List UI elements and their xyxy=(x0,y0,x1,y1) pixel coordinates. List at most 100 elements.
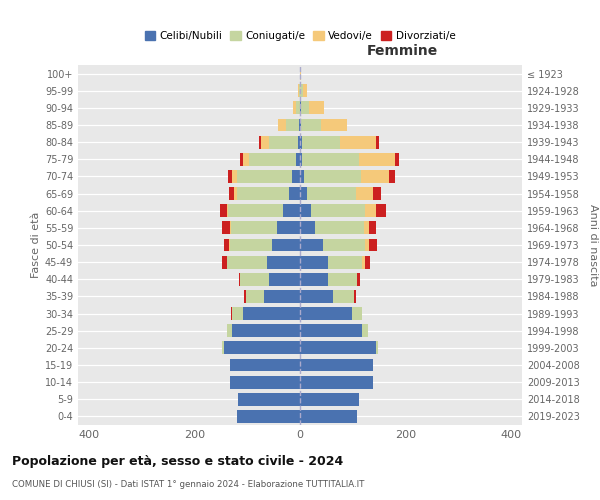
Bar xyxy=(227,324,232,337)
Bar xyxy=(259,136,261,148)
Bar xyxy=(298,136,300,148)
Bar xyxy=(240,273,269,285)
Bar xyxy=(300,307,352,320)
Bar xyxy=(278,118,286,132)
Bar xyxy=(236,187,289,200)
Bar xyxy=(300,358,373,372)
Bar xyxy=(301,118,321,132)
Bar xyxy=(300,153,302,166)
Bar xyxy=(389,170,395,183)
Bar xyxy=(300,84,302,97)
Y-axis label: Fasce di età: Fasce di età xyxy=(31,212,41,278)
Bar xyxy=(395,153,400,166)
Bar xyxy=(301,102,309,114)
Text: COMUNE DI CHIUSI (SI) - Dati ISTAT 1° gennaio 2024 - Elaborazione TUTTITALIA.IT: COMUNE DI CHIUSI (SI) - Dati ISTAT 1° ge… xyxy=(12,480,364,489)
Bar xyxy=(230,222,231,234)
Bar xyxy=(300,324,362,337)
Bar xyxy=(300,290,334,303)
Bar xyxy=(300,170,304,183)
Bar xyxy=(302,136,340,148)
Bar xyxy=(224,238,229,252)
Bar xyxy=(300,410,357,423)
Bar xyxy=(272,238,300,252)
Bar xyxy=(361,170,389,183)
Y-axis label: Anni di nascita: Anni di nascita xyxy=(588,204,598,286)
Bar xyxy=(362,256,365,268)
Bar xyxy=(356,187,373,200)
Bar xyxy=(237,170,292,183)
Bar xyxy=(243,153,249,166)
Bar xyxy=(230,358,300,372)
Bar xyxy=(249,153,296,166)
Bar xyxy=(286,118,299,132)
Bar xyxy=(243,307,300,320)
Bar xyxy=(364,222,369,234)
Bar xyxy=(300,273,328,285)
Bar xyxy=(300,222,315,234)
Bar xyxy=(376,204,386,217)
Bar xyxy=(373,187,382,200)
Text: Femmine: Femmine xyxy=(367,44,438,58)
Bar xyxy=(222,342,224,354)
Bar xyxy=(334,290,355,303)
Bar xyxy=(264,290,300,303)
Bar xyxy=(328,256,362,268)
Bar xyxy=(323,238,365,252)
Bar xyxy=(362,324,368,337)
Bar xyxy=(376,136,379,148)
Text: Popolazione per età, sesso e stato civile - 2024: Popolazione per età, sesso e stato civil… xyxy=(12,455,343,468)
Bar xyxy=(234,187,236,200)
Bar xyxy=(230,376,300,388)
Bar xyxy=(296,102,300,114)
Bar xyxy=(300,118,301,132)
Bar xyxy=(300,342,376,354)
Bar xyxy=(232,307,243,320)
Bar xyxy=(232,170,237,183)
Bar xyxy=(230,238,272,252)
Bar xyxy=(307,187,356,200)
Bar xyxy=(302,153,359,166)
Bar xyxy=(229,238,230,252)
Bar xyxy=(357,273,360,285)
Bar xyxy=(302,84,307,97)
Bar xyxy=(266,256,300,268)
Bar xyxy=(298,84,299,97)
Bar xyxy=(300,67,301,80)
Bar xyxy=(227,170,232,183)
Bar xyxy=(300,204,311,217)
Bar xyxy=(365,238,369,252)
Bar xyxy=(365,204,376,217)
Bar xyxy=(365,256,370,268)
Bar xyxy=(227,256,266,268)
Bar xyxy=(222,256,227,268)
Bar xyxy=(231,222,277,234)
Bar xyxy=(227,204,228,217)
Bar xyxy=(321,118,347,132)
Bar xyxy=(269,136,298,148)
Bar xyxy=(269,273,300,285)
Bar xyxy=(261,136,269,148)
Bar xyxy=(299,118,300,132)
Bar xyxy=(292,170,300,183)
Bar xyxy=(359,153,395,166)
Bar xyxy=(239,273,240,285)
Bar xyxy=(238,393,300,406)
Bar xyxy=(369,222,376,234)
Bar xyxy=(224,342,300,354)
Bar xyxy=(240,153,243,166)
Bar xyxy=(231,307,232,320)
Bar xyxy=(352,307,362,320)
Bar xyxy=(328,273,357,285)
Bar xyxy=(340,136,376,148)
Bar xyxy=(245,290,264,303)
Bar xyxy=(220,204,227,217)
Bar xyxy=(300,102,301,114)
Bar xyxy=(222,222,230,234)
Bar xyxy=(229,187,234,200)
Bar xyxy=(300,393,359,406)
Bar xyxy=(244,290,245,303)
Bar xyxy=(315,222,364,234)
Legend: Celibi/Nubili, Coniugati/e, Vedovi/e, Divorziati/e: Celibi/Nubili, Coniugati/e, Vedovi/e, Di… xyxy=(140,27,460,46)
Bar xyxy=(300,238,323,252)
Bar xyxy=(300,187,307,200)
